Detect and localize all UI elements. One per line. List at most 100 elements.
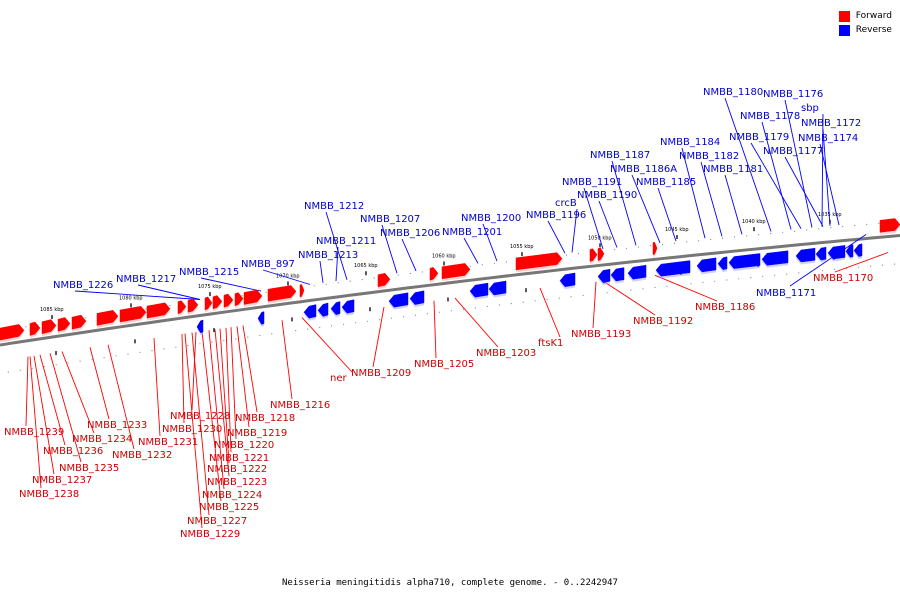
scale-dot: [854, 224, 856, 227]
scale-dot: [127, 353, 129, 355]
forward-gene-label: NMBB_1223: [207, 477, 267, 488]
forward-gene-arrow: [299, 284, 305, 298]
leader-line: [784, 156, 824, 227]
scale-dot: [582, 294, 584, 296]
scale-dot: [402, 316, 405, 318]
forward-gene-label: NMBB_1239: [4, 427, 64, 438]
scale-dot: [661, 243, 664, 246]
scale-dot: [319, 326, 321, 329]
reverse-gene-arrow: [469, 282, 489, 298]
scale-dot: [702, 281, 704, 284]
scale-dot: [881, 264, 884, 266]
leader-line: [25, 356, 29, 427]
legend: Forward Reverse: [838, 9, 892, 37]
scale-dot: [235, 338, 237, 340]
scale-dot: [31, 367, 33, 369]
leader-line: [181, 333, 185, 424]
reverse-gene-arrow: [853, 243, 863, 257]
scale-dot: [163, 348, 165, 350]
reverse-gene-label: NMBB_1226: [53, 280, 113, 291]
scale-dot: [534, 300, 536, 302]
scale-dot: [866, 223, 868, 225]
scale-dot: [698, 240, 700, 242]
leader-line: [381, 224, 398, 274]
scale-dot: [313, 285, 315, 287]
tick-label: 1055 kbp: [510, 244, 534, 250]
reverse-gene-label: NMBB_1179: [729, 132, 789, 143]
leader-line: [834, 252, 889, 273]
forward-gene-arrow: [515, 252, 563, 271]
leader-line: [700, 161, 723, 237]
scale-dot: [211, 341, 213, 343]
scale-dot: [869, 265, 872, 267]
scale-dot: [474, 307, 476, 309]
reverse-gene-label: NMBB_1171: [756, 288, 816, 299]
legend-forward-label: Forward: [855, 11, 892, 21]
scale-dot: [630, 289, 632, 291]
forward-gene-arrow: [652, 241, 658, 255]
scale-dot: [325, 283, 327, 285]
leader-line: [33, 355, 55, 475]
scale-dot: [271, 333, 273, 335]
leader-line: [208, 330, 225, 490]
scale-dot: [187, 344, 189, 347]
scale-dot: [858, 266, 860, 268]
scale-dot: [673, 242, 676, 244]
forward-gene-label: ftsK1: [538, 338, 563, 349]
forward-gene-arrow: [377, 273, 391, 288]
leader-line: [153, 337, 161, 437]
scale-dot: [19, 369, 21, 371]
forward-gene-arrow: [879, 218, 900, 233]
tick-label: 1070 kbp: [276, 273, 300, 279]
forward-gene-arrow: [441, 263, 471, 280]
tick-label: 1080 kbp: [119, 295, 143, 301]
leader-line: [137, 284, 201, 300]
leader-line: [335, 246, 339, 282]
scale-dot: [378, 319, 381, 321]
forward-gene-arrow: [57, 317, 71, 332]
scale-dot: [546, 298, 548, 300]
forward-gene-arrow: [429, 267, 439, 281]
forward-gene-label: NMBB_1170: [813, 273, 873, 284]
scale-dot: [710, 238, 712, 241]
forward-gene-arrow: [204, 296, 213, 311]
scale-dot: [505, 261, 507, 263]
scale-dot: [85, 317, 87, 319]
forward-gene-label: NMBB_1218: [235, 413, 295, 424]
scale-dot: [307, 328, 309, 330]
scale-dot: [570, 296, 572, 298]
reverse-gene-label: NMBB_1211: [316, 236, 376, 247]
scale-dot: [91, 358, 93, 360]
forward-swatch: [838, 10, 850, 22]
forward-gene-arrow: [589, 248, 598, 262]
reverse-gene-label: NMBB_1207: [360, 214, 420, 225]
scale-dot: [295, 330, 297, 332]
scale-dot: [758, 234, 760, 236]
reverse-gene-label: NMBB_1178: [740, 111, 800, 122]
leader-line: [200, 277, 262, 292]
leader-line: [242, 325, 258, 413]
forward-gene-arrow: [223, 293, 234, 308]
tick-label: 1060 kbp: [432, 253, 456, 259]
scale-dot: [770, 232, 772, 235]
forward-gene-arrow: [267, 285, 297, 302]
tick-label: 1065 kbp: [354, 263, 378, 269]
scale-dot: [893, 263, 896, 265]
forward-gene-arrow: [243, 289, 263, 305]
reverse-gene-label: NMBB_1213: [298, 250, 358, 261]
reverse-gene-arrow: [409, 290, 425, 305]
gene-arrows: [0, 218, 900, 343]
scale-dot: [169, 305, 171, 307]
reverse-gene-label: NMBB_1212: [304, 201, 364, 212]
reverse-gene-arrow: [627, 264, 647, 280]
reverse-gene-label: NMBB_1201: [442, 227, 502, 238]
scale-dot: [175, 346, 177, 348]
leader-line: [325, 211, 348, 280]
leader-line: [822, 128, 831, 226]
scale-dot: [355, 322, 357, 324]
scale-dot: [43, 365, 45, 368]
scale-dot: [714, 280, 716, 282]
forward-gene-label: NMBB_1219: [227, 428, 287, 439]
reverse-gene-arrow: [845, 244, 854, 258]
